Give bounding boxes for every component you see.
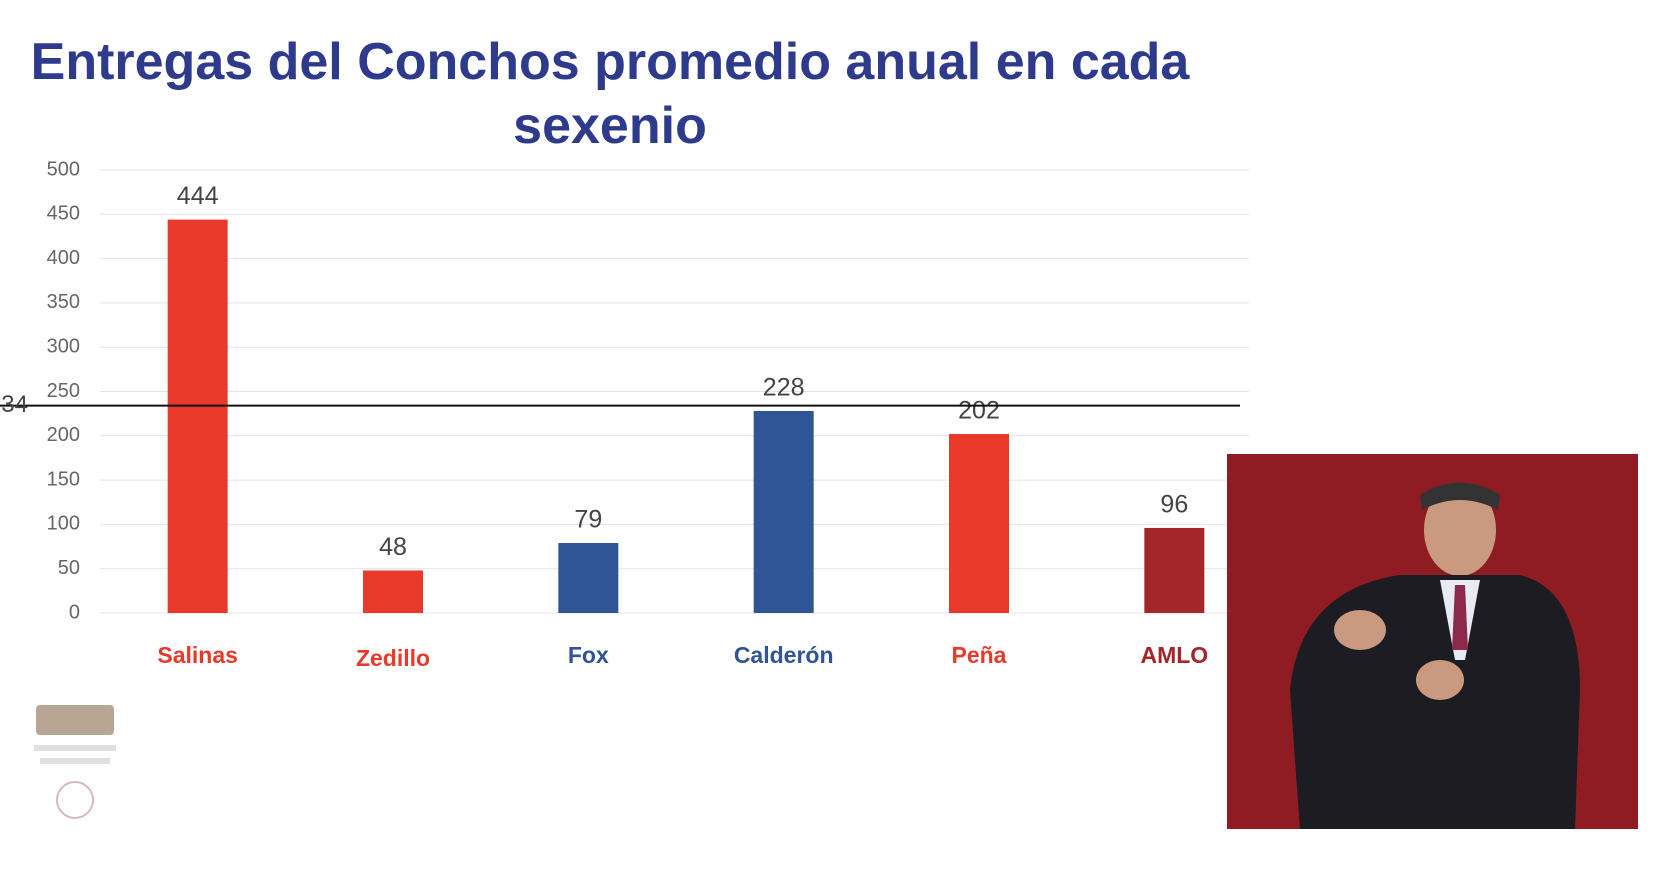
bar bbox=[167, 219, 228, 613]
value-label: 228 bbox=[763, 374, 805, 402]
y-tick-label: 100 bbox=[47, 513, 80, 535]
y-tick-label: 500 bbox=[47, 158, 80, 180]
y-tick-label: 350 bbox=[47, 291, 80, 313]
y-tick-label: 250 bbox=[47, 380, 80, 402]
y-tick-label: 300 bbox=[47, 335, 80, 357]
reference-label: 234 bbox=[0, 391, 28, 418]
video-inset bbox=[1227, 454, 1638, 829]
y-tick-label: 400 bbox=[47, 247, 80, 269]
x-tick-label: Peña bbox=[952, 642, 1007, 668]
x-tick-label: Zedillo bbox=[356, 645, 430, 671]
y-tick-label: 50 bbox=[58, 557, 80, 579]
value-label: 96 bbox=[1160, 491, 1188, 519]
bar bbox=[558, 543, 619, 613]
value-label: 79 bbox=[574, 506, 602, 534]
y-tick-label: 200 bbox=[47, 424, 80, 446]
value-label: 48 bbox=[379, 533, 407, 561]
value-label: 202 bbox=[958, 397, 1000, 425]
x-tick-label: Calderón bbox=[734, 642, 834, 668]
logo bbox=[34, 705, 116, 819]
x-tick-label: AMLO bbox=[1140, 642, 1208, 668]
chart-title: Entregas del Conchos promedio anual en c… bbox=[30, 33, 1190, 155]
y-tick-label: 0 bbox=[69, 601, 80, 623]
bar bbox=[1144, 527, 1205, 613]
y-tick-label: 450 bbox=[47, 203, 80, 225]
bar bbox=[363, 570, 423, 613]
bar bbox=[753, 410, 814, 613]
x-tick-label: Fox bbox=[568, 642, 609, 668]
y-tick-label: 150 bbox=[47, 468, 80, 490]
x-tick-label: Salinas bbox=[157, 642, 238, 668]
bar bbox=[949, 434, 1009, 613]
value-label: 444 bbox=[177, 182, 219, 210]
